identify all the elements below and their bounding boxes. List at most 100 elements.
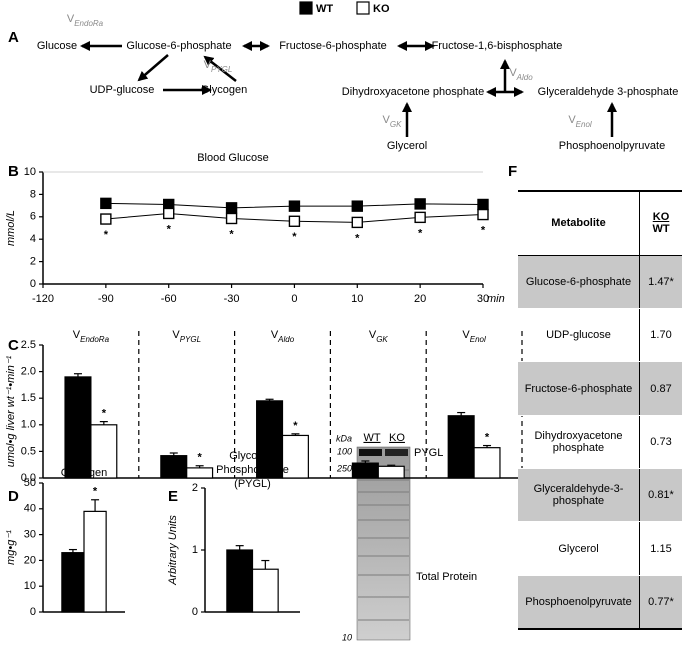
bar <box>351 462 379 479</box>
panel-label: A <box>8 29 19 46</box>
pathway-node: Fructose-6-phosphate <box>279 40 387 52</box>
y-tick-label: 50 <box>24 477 36 489</box>
x-tick-label: -30 <box>224 293 240 305</box>
y-tick-label: 0.5 <box>21 445 36 457</box>
flux-subscript: PYGL <box>211 65 232 74</box>
metabolite-cell: Glycerol <box>518 522 640 575</box>
point <box>477 198 489 211</box>
bar <box>90 424 118 479</box>
significance: * <box>197 452 202 464</box>
bar <box>64 376 92 479</box>
ratio-cell: 1.47* <box>648 275 674 288</box>
table-row: Fructose-6-phosphate 0.87 <box>518 362 682 416</box>
significance: * <box>93 486 98 498</box>
flux-label: VPYGL <box>172 329 201 344</box>
y-tick-label: 2.0 <box>21 366 36 378</box>
point <box>288 215 301 227</box>
y-tick-label: 1.5 <box>21 392 36 404</box>
y-tick-label: 2 <box>30 256 36 268</box>
significance: * <box>485 431 490 443</box>
x-tick-label: -120 <box>32 293 54 305</box>
bar <box>447 415 475 479</box>
y-tick-label: 0 <box>30 278 36 290</box>
y-tick-label: 10 <box>24 580 36 592</box>
flux-label: VAldo <box>271 329 295 344</box>
bar <box>473 447 501 479</box>
flux-symbol: V <box>568 114 576 126</box>
point <box>100 213 112 225</box>
point <box>414 198 426 210</box>
y-tick-label: 1 <box>192 544 198 556</box>
legend-label: WT <box>316 3 333 15</box>
x-axis-unit: min <box>487 293 505 305</box>
panel-label: D <box>8 488 19 505</box>
blot-lane: WT <box>363 432 380 444</box>
ratio-cell: 1.15 <box>650 542 672 555</box>
blot-marker: 250 <box>336 463 352 473</box>
bar <box>281 434 309 479</box>
table-row: Glyceraldehyde-3-phosphate 0.81* <box>518 469 682 523</box>
legend-swatch <box>356 1 370 15</box>
bar <box>256 400 284 479</box>
flux-symbol: V <box>204 59 212 71</box>
pathway-node: Glyceraldehyde 3-phosphate <box>538 86 679 98</box>
blot: kDa 100 250 10 WT KO PYGL Total Protein <box>336 432 477 642</box>
y-axis-label: mmol/L <box>5 210 17 246</box>
metabolite-cell: Glyceraldehyde-3-phosphate <box>518 469 640 522</box>
y-tick-label: 30 <box>24 529 36 541</box>
chart-title: Glycogen <box>61 467 107 479</box>
flux-subscript: GK <box>376 335 388 344</box>
y-tick-label: 6 <box>30 211 36 223</box>
pathway-node: Phosphoenolpyruvate <box>559 140 665 152</box>
bar <box>226 549 254 613</box>
y-tick-label: 40 <box>24 503 36 515</box>
table-row: UDP-glucose 1.70 <box>518 309 682 363</box>
chart-title: (PYGL) <box>234 478 271 490</box>
flux-symbol: V <box>73 329 81 341</box>
pathway-node: Fructose-1,6-bisphosphate <box>432 40 563 52</box>
blot-marker: 10 <box>342 632 352 642</box>
metabolite-cell: UDP-glucose <box>518 309 640 362</box>
panel-label: F <box>508 163 517 180</box>
ratio-table: Metabolite KO WT Glucose-6-phosphate 1.47* UD… <box>518 190 682 630</box>
metabolite-cell: Fructose-6-phosphate <box>518 362 640 415</box>
flux-subscript: GK <box>390 120 402 129</box>
blot-band-label: PYGL <box>414 447 443 459</box>
header-cell: KO WT <box>640 192 682 255</box>
ratio-cell: 0.73 <box>650 435 672 448</box>
chart-title: Glycogen <box>229 450 275 462</box>
flux-subscript: EndoRa <box>80 335 109 344</box>
blot-band <box>385 449 408 456</box>
pathway-node: Glucose-6-phosphate <box>126 40 231 52</box>
y-tick-label: 0 <box>30 606 36 618</box>
y-axis-label: mg•g⁻¹ <box>5 530 17 565</box>
flux-symbol: V <box>271 329 279 341</box>
point <box>225 212 238 225</box>
ratio-cell: 0.81* <box>648 489 674 502</box>
table-header: Metabolite KO WT <box>518 192 682 256</box>
ratio-cell: 1.70 <box>650 329 672 342</box>
header-cell: Metabolite <box>518 192 640 255</box>
x-tick-label: 20 <box>414 293 426 305</box>
panel-label: B <box>8 163 19 180</box>
flux-symbol: V <box>509 67 517 79</box>
significance: * <box>292 231 297 243</box>
y-axis-label: Arbitrary Units <box>167 515 179 586</box>
flux-symbol: V <box>383 114 391 126</box>
flux-subscript: PYGL <box>180 335 201 344</box>
arrow <box>203 55 237 82</box>
significance: * <box>481 224 486 236</box>
y-tick-label: 4 <box>30 233 36 245</box>
chart-title: Blood Glucose <box>197 152 269 164</box>
pathway-node: Glycogen <box>201 84 247 96</box>
metabolite-cell: Glucose-6-phosphate <box>518 255 640 309</box>
flux-symbol: V <box>462 329 470 341</box>
flux-label: VEndoRa <box>67 13 104 28</box>
legend-swatch <box>299 1 313 15</box>
flux-label: VGK <box>383 114 403 129</box>
y-axis-label: umol•g liver wt⁻¹•min⁻¹ <box>5 355 17 467</box>
flux-subscript: Aldo <box>277 335 295 344</box>
y-tick-label: 8 <box>30 188 36 200</box>
pathway-node: Glycerol <box>387 140 427 152</box>
